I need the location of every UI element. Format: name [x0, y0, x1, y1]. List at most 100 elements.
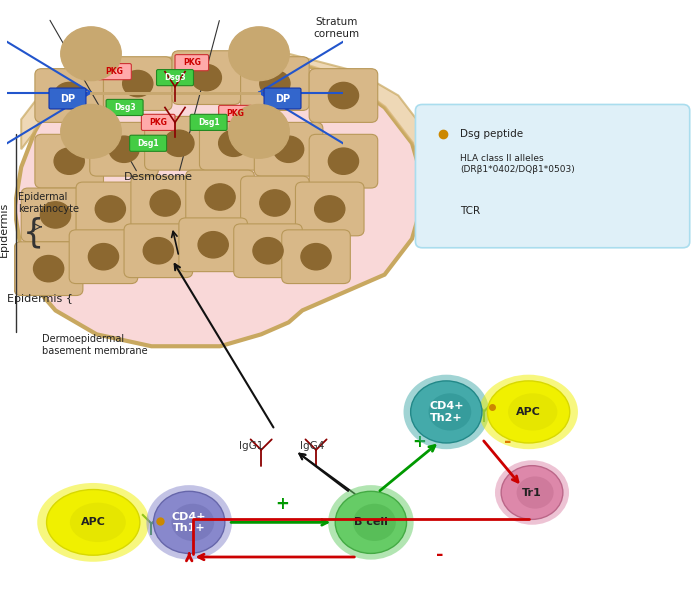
- Text: Epidermis: Epidermis: [0, 202, 9, 257]
- Circle shape: [54, 82, 84, 109]
- FancyBboxPatch shape: [145, 116, 214, 170]
- FancyBboxPatch shape: [157, 69, 193, 85]
- Ellipse shape: [353, 504, 396, 541]
- FancyBboxPatch shape: [416, 104, 690, 248]
- FancyBboxPatch shape: [241, 57, 309, 110]
- FancyBboxPatch shape: [141, 115, 175, 131]
- Circle shape: [88, 244, 118, 270]
- Text: -: -: [435, 546, 443, 564]
- Circle shape: [301, 244, 331, 270]
- Text: APC: APC: [516, 407, 541, 417]
- Circle shape: [54, 148, 84, 174]
- Circle shape: [205, 184, 235, 210]
- FancyBboxPatch shape: [21, 188, 90, 242]
- Circle shape: [150, 190, 181, 216]
- Circle shape: [122, 70, 153, 97]
- Text: Stratum
corneum: Stratum corneum: [314, 17, 360, 39]
- Text: {: {: [22, 216, 44, 250]
- FancyBboxPatch shape: [241, 176, 309, 230]
- Text: DP: DP: [60, 94, 75, 103]
- FancyBboxPatch shape: [35, 134, 104, 188]
- FancyBboxPatch shape: [175, 54, 209, 71]
- Text: PKG: PKG: [106, 67, 123, 76]
- FancyBboxPatch shape: [309, 69, 378, 122]
- FancyBboxPatch shape: [190, 115, 227, 131]
- Ellipse shape: [411, 381, 482, 443]
- FancyBboxPatch shape: [14, 242, 83, 296]
- Circle shape: [198, 232, 228, 258]
- Text: Epidermal
keratinocyte: Epidermal keratinocyte: [18, 192, 79, 214]
- FancyBboxPatch shape: [131, 176, 200, 230]
- Circle shape: [61, 104, 121, 158]
- Text: HLA class II alleles
(DRβ1*0402/DQβ1*0503): HLA class II alleles (DRβ1*0402/DQβ1*050…: [460, 154, 575, 174]
- Text: CD4+
Th2+: CD4+ Th2+: [429, 401, 463, 423]
- FancyBboxPatch shape: [90, 122, 158, 176]
- Text: Dsg3: Dsg3: [114, 103, 135, 112]
- Circle shape: [41, 202, 71, 228]
- Ellipse shape: [328, 485, 414, 559]
- Text: IgG4: IgG4: [300, 441, 325, 451]
- Text: Desmosome: Desmosome: [124, 172, 192, 182]
- Circle shape: [109, 136, 139, 162]
- Text: PKG: PKG: [149, 118, 167, 127]
- FancyBboxPatch shape: [186, 170, 254, 224]
- FancyBboxPatch shape: [130, 136, 167, 152]
- Circle shape: [191, 64, 221, 91]
- FancyBboxPatch shape: [281, 230, 350, 284]
- Text: -: -: [504, 433, 512, 451]
- Ellipse shape: [70, 503, 126, 542]
- FancyBboxPatch shape: [179, 218, 248, 272]
- Ellipse shape: [47, 490, 140, 555]
- Text: APC: APC: [80, 518, 106, 527]
- FancyBboxPatch shape: [104, 57, 172, 110]
- Text: Dsg3: Dsg3: [164, 73, 186, 82]
- Ellipse shape: [508, 393, 557, 430]
- Ellipse shape: [37, 483, 149, 562]
- Circle shape: [274, 136, 304, 162]
- Circle shape: [229, 104, 289, 158]
- Circle shape: [315, 196, 345, 222]
- Text: Epidermis {: Epidermis {: [8, 294, 74, 303]
- Circle shape: [144, 238, 174, 264]
- Text: Dsg1: Dsg1: [137, 139, 159, 148]
- Circle shape: [229, 27, 289, 81]
- FancyBboxPatch shape: [199, 116, 268, 170]
- Circle shape: [253, 238, 283, 264]
- Text: Dsg peptide: Dsg peptide: [460, 129, 523, 139]
- Ellipse shape: [403, 375, 489, 449]
- FancyBboxPatch shape: [76, 182, 145, 236]
- FancyBboxPatch shape: [172, 51, 241, 104]
- FancyBboxPatch shape: [218, 105, 252, 122]
- Text: IgG1: IgG1: [239, 441, 263, 451]
- Ellipse shape: [153, 491, 225, 553]
- Circle shape: [260, 70, 290, 97]
- FancyBboxPatch shape: [295, 182, 364, 236]
- Text: DP: DP: [275, 94, 290, 103]
- Ellipse shape: [487, 381, 570, 443]
- Text: CD4+
Th1+: CD4+ Th1+: [172, 512, 206, 533]
- Text: +: +: [275, 496, 288, 513]
- Ellipse shape: [517, 476, 554, 509]
- Circle shape: [95, 196, 125, 222]
- Ellipse shape: [501, 466, 563, 519]
- FancyBboxPatch shape: [124, 224, 192, 278]
- FancyBboxPatch shape: [234, 224, 302, 278]
- Text: TCR: TCR: [460, 206, 480, 216]
- FancyBboxPatch shape: [106, 99, 143, 116]
- Circle shape: [164, 130, 194, 156]
- FancyBboxPatch shape: [98, 64, 132, 79]
- Text: Tr1: Tr1: [522, 488, 542, 497]
- Polygon shape: [14, 54, 426, 346]
- Text: Dsg1: Dsg1: [198, 118, 219, 127]
- FancyBboxPatch shape: [254, 122, 323, 176]
- Text: PKG: PKG: [183, 58, 201, 67]
- Text: PKG: PKG: [227, 109, 244, 118]
- Ellipse shape: [495, 460, 569, 525]
- Polygon shape: [21, 54, 426, 167]
- Circle shape: [260, 190, 290, 216]
- FancyBboxPatch shape: [35, 69, 104, 122]
- Circle shape: [61, 27, 121, 81]
- FancyBboxPatch shape: [264, 88, 301, 109]
- Ellipse shape: [172, 504, 214, 541]
- FancyBboxPatch shape: [309, 134, 378, 188]
